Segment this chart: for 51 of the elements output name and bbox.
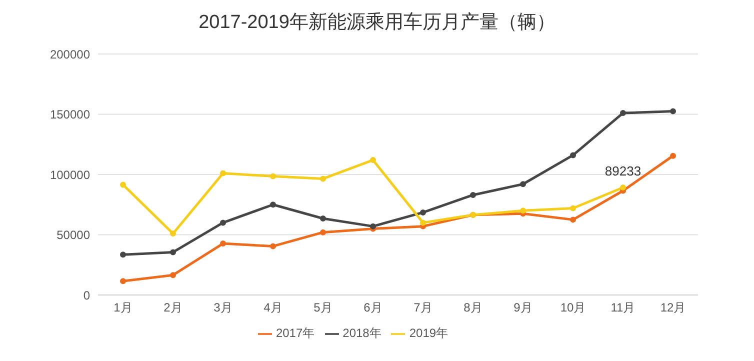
x-tick-label: 9月 bbox=[514, 300, 532, 315]
point bbox=[170, 249, 176, 256]
point bbox=[570, 216, 576, 223]
point bbox=[270, 243, 276, 250]
y-tick-label: 100000 bbox=[50, 168, 90, 182]
x-tick-label: 8月 bbox=[464, 300, 482, 315]
point bbox=[420, 220, 426, 226]
point bbox=[170, 272, 176, 278]
point bbox=[370, 157, 376, 164]
y-tick-label: 50000 bbox=[56, 228, 90, 242]
point bbox=[120, 252, 126, 258]
x-tick-label: 2月 bbox=[164, 300, 182, 315]
point bbox=[170, 230, 176, 237]
legend-label: 2019年 bbox=[409, 326, 448, 340]
point bbox=[420, 209, 426, 216]
x-tick-label: 10月 bbox=[560, 300, 586, 315]
point bbox=[120, 182, 126, 188]
point bbox=[670, 152, 676, 159]
x-tick-label: 7月 bbox=[414, 300, 432, 315]
legend-label: 2017年 bbox=[276, 326, 315, 340]
point bbox=[270, 173, 276, 180]
point bbox=[470, 192, 476, 198]
point bbox=[320, 176, 326, 182]
chart-title: 2017-2019年新能源乘用车历月产量（辆） bbox=[198, 11, 556, 35]
point bbox=[370, 223, 376, 230]
x-tick-label: 1月 bbox=[114, 300, 132, 315]
point bbox=[520, 181, 526, 188]
y-tick-label: 150000 bbox=[50, 108, 90, 122]
point bbox=[270, 202, 276, 208]
point bbox=[570, 152, 576, 158]
point bbox=[670, 108, 676, 114]
y-tick-label: 0 bbox=[83, 288, 90, 302]
x-tick-label: 6月 bbox=[364, 300, 382, 315]
point bbox=[320, 215, 326, 222]
legend-label: 2018年 bbox=[342, 326, 382, 340]
point bbox=[220, 170, 226, 176]
x-tick-label: 12月 bbox=[660, 300, 686, 315]
y-tick-label: 200000 bbox=[50, 47, 90, 62]
x-tick-label: 3月 bbox=[214, 300, 232, 315]
point bbox=[320, 229, 326, 236]
x-tick-label: 5月 bbox=[314, 300, 332, 315]
point bbox=[570, 205, 576, 212]
point bbox=[620, 110, 626, 116]
data-label: 89233 bbox=[604, 163, 642, 178]
point bbox=[220, 240, 226, 247]
point bbox=[120, 278, 126, 284]
point bbox=[620, 184, 626, 190]
point bbox=[520, 208, 526, 214]
x-tick-label: 4月 bbox=[264, 300, 282, 315]
x-tick-label: 11月 bbox=[610, 300, 636, 315]
point bbox=[220, 220, 226, 226]
